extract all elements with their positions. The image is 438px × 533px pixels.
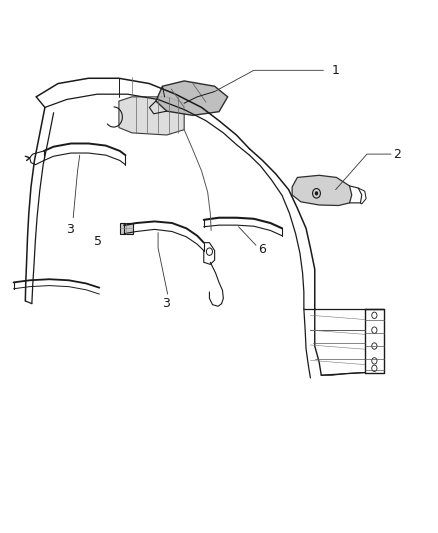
- Text: 3: 3: [66, 223, 74, 236]
- Circle shape: [315, 191, 318, 196]
- Polygon shape: [119, 97, 184, 135]
- Polygon shape: [156, 81, 228, 115]
- Text: 5: 5: [94, 235, 102, 247]
- Bar: [120, 223, 133, 233]
- Text: 2: 2: [393, 148, 401, 160]
- Text: 6: 6: [258, 243, 266, 256]
- Polygon shape: [292, 175, 352, 206]
- Text: 3: 3: [162, 297, 170, 310]
- Text: 1: 1: [331, 64, 339, 77]
